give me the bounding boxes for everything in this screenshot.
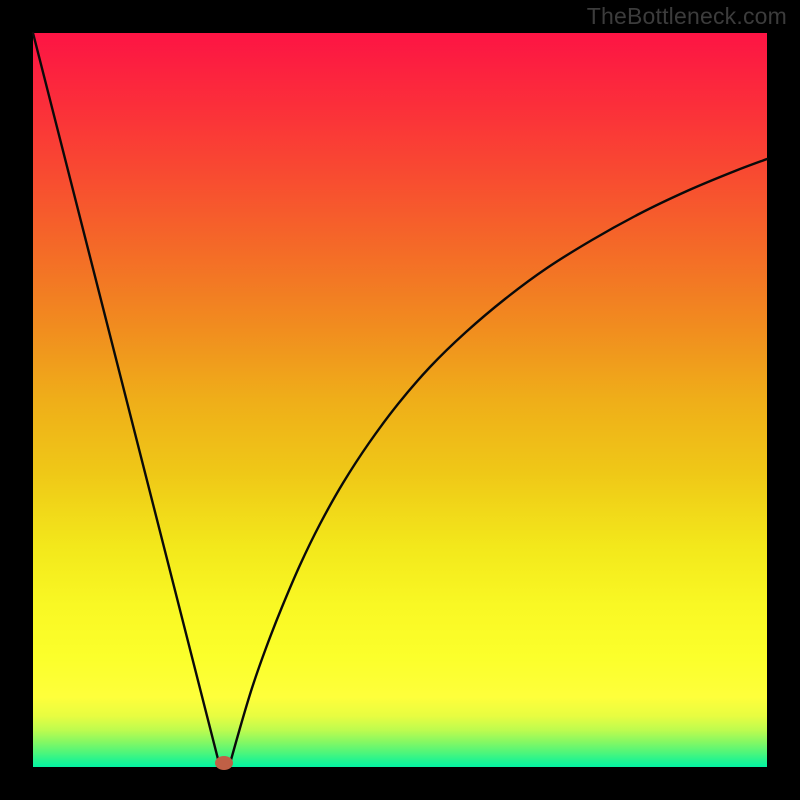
watermark-text: TheBottleneck.com: [587, 3, 787, 30]
curve-path: [33, 33, 767, 767]
bottleneck-curve: [0, 0, 800, 800]
minimum-marker: [215, 756, 233, 770]
chart-frame: TheBottleneck.com: [0, 0, 800, 800]
